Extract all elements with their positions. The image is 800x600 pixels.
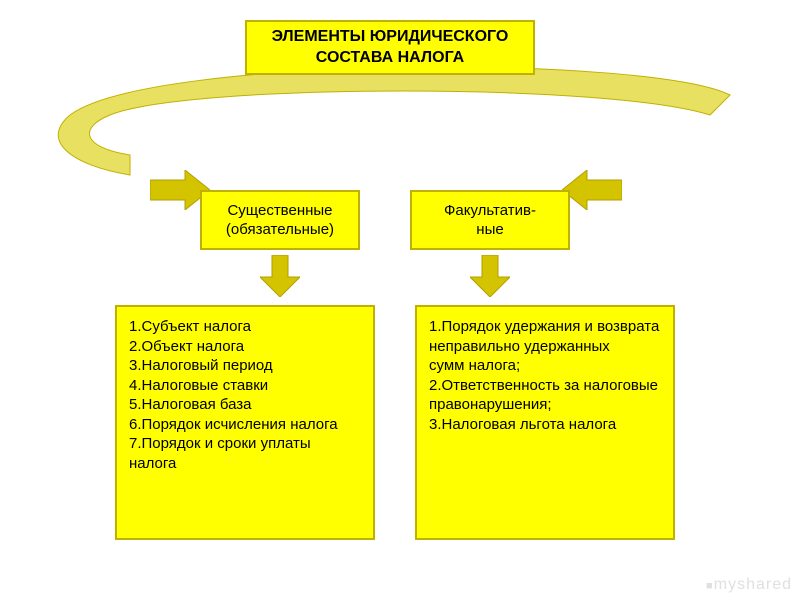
category-essential: Существенные (обязательные) (200, 190, 360, 250)
optional-elements-list: 1.Порядок удержания и возврата неправиль… (415, 305, 675, 540)
diagram-title: ЭЛЕМЕНТЫ ЮРИДИЧЕСКОГО СОСТАВА НАЛОГА (245, 20, 535, 75)
category-essential-label: Существенные (обязательные) (202, 201, 358, 240)
optional-elements-text: 1.Порядок удержания и возврата неправиль… (429, 318, 659, 433)
arrow-down-left (260, 255, 300, 297)
category-optional: Факультатив- ные (410, 190, 570, 250)
essential-elements-list: 1.Субъект налога 2.Объект налога 3.Налог… (115, 305, 375, 540)
watermark: ■myshared (706, 576, 792, 594)
category-optional-label: Факультатив- ные (444, 201, 536, 240)
arrow-down-right (470, 255, 510, 297)
arrow-into-right-category (562, 170, 622, 210)
diagram-title-text: ЭЛЕМЕНТЫ ЮРИДИЧЕСКОГО СОСТАВА НАЛОГА (247, 27, 533, 69)
watermark-text: myshared (714, 576, 792, 593)
essential-elements-text: 1.Субъект налога 2.Объект налога 3.Налог… (129, 318, 338, 472)
